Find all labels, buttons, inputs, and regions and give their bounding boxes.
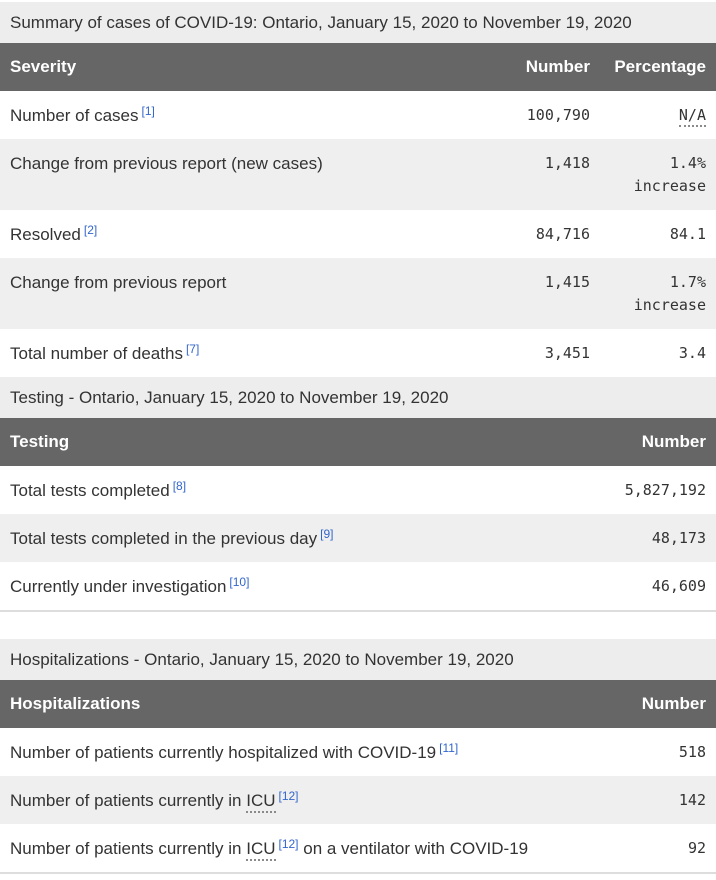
number-cell: 84,716 [484,210,600,258]
column-header-percentage: Percentage [600,43,716,91]
number-cell: 142 [600,776,716,824]
footnote-link[interactable]: [10] [229,575,250,589]
table-row: Number of patients currently hospitalize… [0,728,716,776]
header-row: Hospitalizations Number [0,680,716,728]
text-segment: Number of patients currently in [10,791,247,810]
text-segment: Currently under investigation [10,577,227,596]
number-cell: 1,418 [484,139,600,210]
text-segment: 84,716 [535,225,590,243]
percentage-cell: 3.4 [600,329,716,377]
footnote-link[interactable]: [2] [83,223,98,237]
text-segment: Total tests completed [10,481,170,500]
column-header-hospitalizations: Hospitalizations [0,680,600,728]
text-segment: 92 [687,839,706,857]
percentage-cell: N/A [600,91,716,139]
row-label-cell: Change from previous report (new cases) [0,139,484,210]
text-segment: on a ventilator with COVID-19 [298,839,529,858]
percentage-cell: 84.1 [600,210,716,258]
testing-table-section: Testing - Ontario, January 15, 2020 to N… [0,377,716,612]
text-segment: Change from previous report (new cases) [10,154,323,173]
text-segment: 84.1 [669,225,706,243]
severity-table: Severity Number Percentage Number of cases[… [0,43,716,377]
text-segment: Change from previous report [10,273,227,292]
column-header-number: Number [600,418,716,466]
abbreviation: ICU [246,791,276,813]
row-label-cell: Resolved [2] [0,210,484,258]
number-cell: 5,827,192 [600,466,716,514]
table-row: Total number of deaths [7] 3,451 3.4 [0,329,716,377]
number-cell: 92 [600,824,716,873]
column-header-number: Number [600,680,716,728]
footnote-link[interactable]: [9] [320,527,334,541]
footnote-link[interactable]: [11] [439,741,459,755]
row-label-cell: Number of cases [1] [0,91,484,139]
testing-table-caption: Testing - Ontario, January 15, 2020 to N… [0,377,716,418]
number-cell: 46,609 [600,562,716,611]
text-segment: 518 [678,743,706,761]
text-segment: Resolved [10,225,81,244]
footnote-link[interactable]: [12] [278,837,299,851]
footnote-link[interactable]: [1] [141,104,155,118]
row-label-cell: Change from previous report [0,258,484,329]
severity-table-caption: Summary of cases of COVID-19: Ontario, J… [0,2,716,43]
text-segment: Number of patients currently in [10,839,247,858]
severity-table-section: Summary of cases of COVID-19: Ontario, J… [0,2,716,377]
table-row: Change from previous report (new cases) 1… [0,139,716,210]
text-segment: 1,418 [544,154,590,172]
hospitalizations-table: Hospitalizations Number Number of patients… [0,680,716,874]
table-row: Number of cases [1] 100,790 N/A [0,91,716,139]
table-row: Number of patients currently in ICU [12] 1… [0,776,716,824]
number-cell: 518 [600,728,716,776]
text-segment: 1.7% increase [633,273,706,314]
hospitalizations-table-section: Hospitalizations - Ontario, January 15, … [0,639,716,874]
text-segment: Number of patients currently hospitalize… [10,743,437,762]
abbreviation: N/A [678,106,706,127]
row-label-cell: Number of patients currently hospitalize… [0,728,600,776]
row-label-cell: Number of patients currently in ICU [12] [0,776,600,824]
testing-table: Testing Number Total tests completed [8] 5,8… [0,418,716,612]
percentage-cell: 1.4% increase [600,139,716,210]
text-segment: 142 [678,791,706,809]
table-row: Currently under investigation [10] 46,609 [0,562,716,611]
text-segment: Total number of deaths [10,344,183,363]
column-header-number: Number [484,43,600,91]
footnote-link[interactable]: [12] [278,789,299,803]
row-label-cell: Total number of deaths [7] [0,329,484,377]
text-segment: 5,827,192 [624,481,706,499]
text-segment: 3.4 [678,344,706,362]
footnote-link[interactable]: [8] [172,479,187,493]
footnote-link[interactable]: [7] [185,342,200,356]
text-segment: 100,790 [526,106,590,124]
row-label-cell: Total tests completed in the previous da… [0,514,600,562]
column-header-severity: Severity [0,43,484,91]
number-cell: 1,415 [484,258,600,329]
table-row: Resolved [2] 84,716 84.1 [0,210,716,258]
row-label-cell: Total tests completed [8] [0,466,600,514]
table-row: Change from previous report 1,415 1.7% inc… [0,258,716,329]
number-cell: 3,451 [484,329,600,377]
text-segment: 3,451 [544,344,590,362]
table-row: Total tests completed [8] 5,827,192 [0,466,716,514]
number-cell: 100,790 [484,91,600,139]
row-label-cell: Currently under investigation [10] [0,562,600,611]
number-cell: 48,173 [600,514,716,562]
header-row: Severity Number Percentage [0,43,716,91]
text-segment: 46,609 [651,577,706,595]
hospitalizations-table-caption: Hospitalizations - Ontario, January 15, … [0,639,716,680]
row-label-cell: Number of patients currently in ICU [12] … [0,824,600,873]
percentage-cell: 1.7% increase [600,258,716,329]
table-row: Total tests completed in the previous da… [0,514,716,562]
table-row: Number of patients currently in ICU [12] … [0,824,716,873]
header-row: Testing Number [0,418,716,466]
text-segment: 1,415 [544,273,590,291]
text-segment: 48,173 [651,529,706,547]
text-segment: Number of cases [10,106,139,125]
text-segment: 1.4% increase [633,154,706,195]
column-header-testing: Testing [0,418,600,466]
abbreviation: ICU [246,839,276,861]
text-segment: Total tests completed in the previous da… [10,529,318,548]
